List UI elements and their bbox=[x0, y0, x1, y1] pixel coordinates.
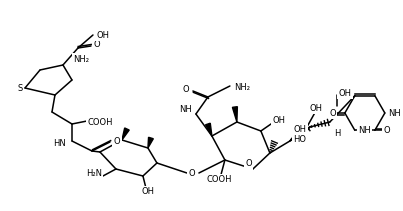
Text: COOH: COOH bbox=[206, 176, 232, 184]
Text: HO: HO bbox=[293, 134, 306, 143]
Text: O: O bbox=[245, 160, 252, 169]
Polygon shape bbox=[148, 137, 153, 148]
Polygon shape bbox=[122, 128, 129, 140]
Text: H: H bbox=[334, 130, 340, 138]
Text: O: O bbox=[189, 169, 195, 177]
Text: OH: OH bbox=[96, 31, 110, 39]
Text: COOH: COOH bbox=[87, 118, 113, 127]
Text: H₂N: H₂N bbox=[86, 169, 102, 177]
Text: NH: NH bbox=[388, 108, 401, 118]
Text: O: O bbox=[330, 108, 336, 118]
Polygon shape bbox=[206, 123, 212, 136]
Text: O: O bbox=[384, 126, 390, 135]
Text: OH: OH bbox=[272, 115, 285, 124]
Text: OH: OH bbox=[310, 104, 322, 112]
Text: S: S bbox=[17, 84, 23, 92]
Text: OH: OH bbox=[141, 188, 154, 196]
Text: OH: OH bbox=[339, 88, 351, 97]
Text: NH₂: NH₂ bbox=[73, 54, 89, 64]
Text: OH: OH bbox=[293, 124, 306, 134]
Text: NH: NH bbox=[358, 126, 371, 135]
Text: NH₂: NH₂ bbox=[234, 83, 250, 92]
Text: O: O bbox=[183, 84, 189, 93]
Text: HN: HN bbox=[54, 138, 66, 147]
Text: O: O bbox=[114, 137, 120, 146]
Polygon shape bbox=[233, 107, 237, 122]
Text: O: O bbox=[93, 39, 100, 49]
Text: NH: NH bbox=[180, 104, 192, 114]
